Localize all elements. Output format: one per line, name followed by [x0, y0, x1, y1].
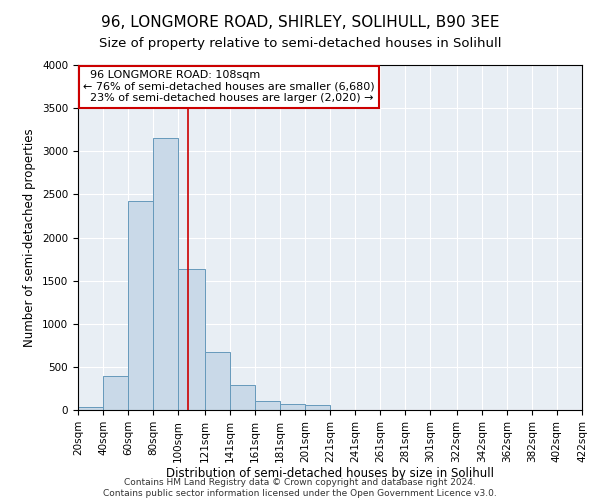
Bar — [280, 404, 305, 410]
Text: 96 LONGMORE ROAD: 108sqm
← 76% of semi-detached houses are smaller (6,680)
  23%: 96 LONGMORE ROAD: 108sqm ← 76% of semi-d… — [83, 70, 374, 103]
Bar — [103, 376, 128, 410]
Bar — [205, 352, 230, 410]
Bar — [230, 385, 255, 410]
Bar — [128, 202, 153, 410]
Bar — [78, 408, 103, 410]
Text: Contains HM Land Registry data © Crown copyright and database right 2024.
Contai: Contains HM Land Registry data © Crown c… — [103, 478, 497, 498]
Y-axis label: Number of semi-detached properties: Number of semi-detached properties — [23, 128, 37, 347]
Text: Size of property relative to semi-detached houses in Solihull: Size of property relative to semi-detach… — [99, 38, 501, 51]
Text: 96, LONGMORE ROAD, SHIRLEY, SOLIHULL, B90 3EE: 96, LONGMORE ROAD, SHIRLEY, SOLIHULL, B9… — [101, 15, 499, 30]
Bar — [255, 400, 280, 410]
Bar — [153, 138, 178, 410]
Bar — [178, 268, 205, 410]
Bar — [305, 406, 330, 410]
X-axis label: Distribution of semi-detached houses by size in Solihull: Distribution of semi-detached houses by … — [166, 468, 494, 480]
